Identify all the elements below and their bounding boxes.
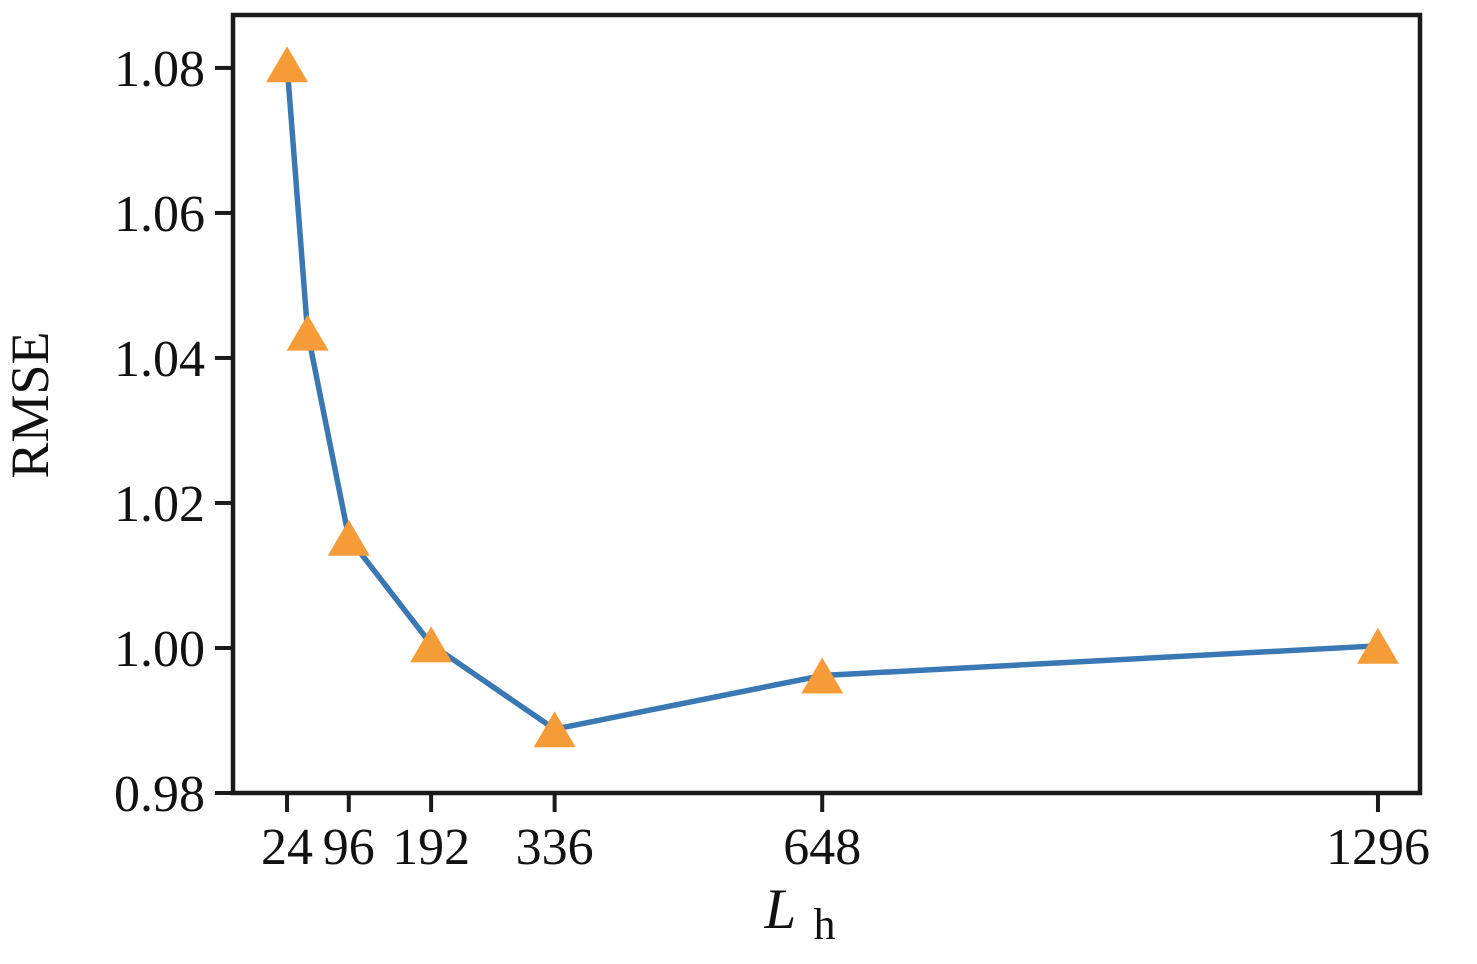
y-tick-label: 0.98	[114, 766, 205, 823]
plot-render-layer: 24 96 192 336 648 1296 0.98 1.00 1.02 1.04 1.06 1.0…	[114, 12, 1430, 876]
y-axis-label: RMSE	[0, 331, 60, 478]
data-point-marker	[286, 314, 329, 351]
x-tick-label: 96	[323, 819, 375, 876]
x-tick-label: 336	[516, 819, 594, 876]
x-tick-label: 1296	[1326, 819, 1430, 876]
x-tick-label: 648	[783, 819, 861, 876]
data-series-line	[284, 64, 1379, 732]
data-point-marker	[327, 519, 370, 556]
data-point-marker	[533, 711, 576, 748]
data-point-marker	[266, 46, 309, 83]
x-axis-label: L h	[764, 878, 836, 949]
x-axis-label-sub: h	[813, 900, 835, 949]
x-tick-label: 24	[261, 819, 313, 876]
y-tick-label: 1.08	[114, 41, 205, 98]
x-axis-label-main: L	[764, 878, 797, 941]
y-tick-label: 1.00	[114, 621, 205, 678]
y-tick-label: 1.06	[114, 186, 205, 243]
data-point-marker	[410, 626, 453, 663]
x-tick-label: 192	[392, 819, 470, 876]
plot-border	[230, 12, 1423, 796]
data-point-marker	[801, 657, 844, 694]
y-tick-label: 1.02	[114, 476, 205, 533]
data-point-marker	[1356, 627, 1399, 664]
y-tick-label: 1.04	[114, 331, 205, 388]
